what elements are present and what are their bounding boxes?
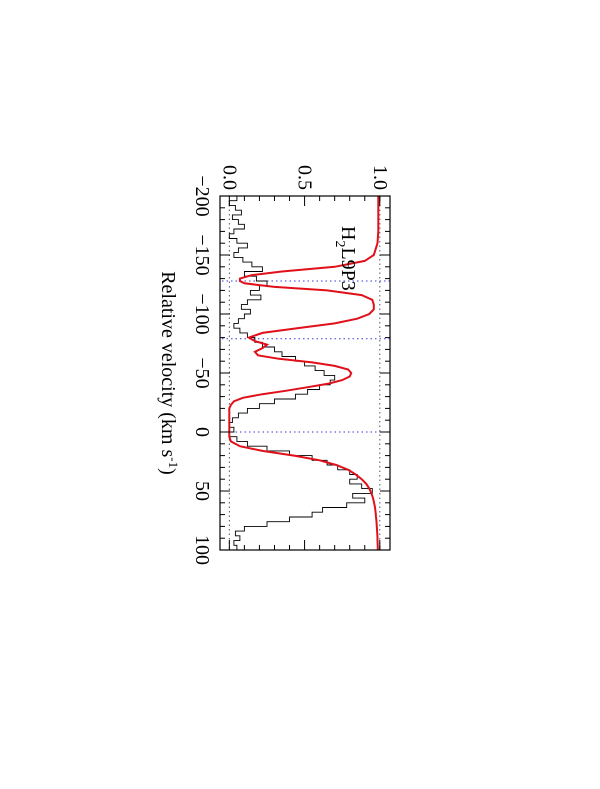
y-tick-label: 0.0 (218, 165, 240, 190)
axis-tick-labels: −200 −150 −100 −50 0 50 100 0.0 0.5 1.0 (191, 165, 391, 565)
x-axis-title-superscript: -1 (166, 457, 181, 468)
species-label-subscript: 2 (332, 240, 347, 247)
axis-ticks (220, 195, 390, 551)
x-axis-title: Relative velocity (km s-1) (157, 271, 181, 475)
species-label: H2L9P3 (332, 226, 359, 291)
rotated-plot-group: −200 −150 −100 −50 0 50 100 0.0 0.5 1.0 Relative … (157, 165, 391, 565)
plot-frame (219, 195, 391, 551)
x-tick-label: −100 (191, 293, 213, 334)
x-tick-label: −150 (191, 234, 213, 275)
x-tick-label: −50 (191, 357, 213, 388)
reference-lines (220, 196, 390, 550)
x-tick-label: 100 (191, 535, 213, 565)
plot-area (228, 196, 380, 551)
x-tick-label: −200 (191, 175, 213, 216)
y-tick-label: 0.5 (294, 165, 316, 190)
x-tick-label: 0 (191, 427, 213, 437)
y-tick-label: 1.0 (369, 165, 391, 190)
x-tick-label: 50 (191, 481, 213, 501)
model-fit-line (228, 196, 380, 551)
